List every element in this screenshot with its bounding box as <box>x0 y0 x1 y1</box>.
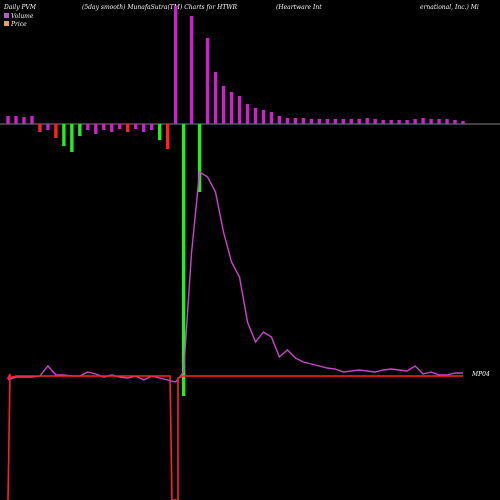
legend-volume-swatch <box>4 13 9 18</box>
volume-bar <box>197 124 202 192</box>
volume-bar <box>14 116 18 124</box>
volume-bar <box>413 119 417 124</box>
volume-bar <box>221 86 226 124</box>
volume-bar <box>341 119 345 124</box>
volume-bar <box>373 119 377 124</box>
volume-bar <box>317 119 322 124</box>
legend-price-label: Price <box>10 21 27 28</box>
volume-bar <box>333 119 337 124</box>
volume-bar <box>397 120 401 124</box>
volume-bar <box>94 124 98 134</box>
volume-bar <box>30 116 34 124</box>
volume-bar <box>213 72 218 124</box>
legend-volume-label: Volume <box>11 13 34 20</box>
volume-bar <box>189 16 194 124</box>
volume-bar <box>157 124 162 140</box>
header-title: (5day smooth) MunafaSutra(TM) Charts for… <box>82 4 238 11</box>
price-label: MP04 <box>471 371 490 378</box>
volume-bar <box>245 104 250 124</box>
volume-bar <box>309 119 314 124</box>
volume-bar <box>110 124 114 132</box>
volume-bar <box>134 124 138 129</box>
volume-bar <box>437 119 441 124</box>
volume-bar <box>38 124 42 132</box>
volume-bar <box>261 110 266 124</box>
volume-bar <box>62 124 66 146</box>
header-left: Daily PVM <box>3 4 37 11</box>
volume-bar <box>229 92 234 124</box>
volume-bar <box>365 118 369 124</box>
volume-bar <box>277 116 282 124</box>
header-company-start: (Heartware Int <box>276 4 322 11</box>
volume-bar <box>429 119 433 124</box>
volume-bar <box>149 124 154 130</box>
volume-bar <box>6 116 10 124</box>
volume-bar <box>205 38 210 124</box>
volume-bar <box>301 118 306 124</box>
volume-bar <box>118 124 122 129</box>
volume-bar <box>173 6 178 124</box>
volume-bar <box>293 118 298 124</box>
volume-bar <box>421 118 425 124</box>
volume-bar <box>325 119 329 124</box>
volume-bar <box>102 124 106 130</box>
volume-bar <box>445 119 449 124</box>
volume-bar <box>349 119 353 124</box>
volume-bar <box>237 96 242 124</box>
volume-bar <box>181 124 186 396</box>
volume-bar <box>381 120 385 124</box>
volume-bar <box>70 124 74 152</box>
volume-bar <box>269 112 274 124</box>
volume-bars <box>6 6 465 396</box>
volume-bar <box>453 120 457 124</box>
header-company-end: ernational, Inc.) Mi <box>420 4 479 11</box>
volume-bar <box>54 124 58 138</box>
volume-bar <box>46 124 50 130</box>
volume-bar <box>86 124 90 130</box>
volume-bar <box>165 124 170 149</box>
volume-bar <box>22 117 26 124</box>
volume-bar <box>126 124 130 132</box>
legend-price-swatch <box>4 21 9 26</box>
volume-bar <box>285 118 290 124</box>
pvm-line <box>7 170 463 383</box>
volume-bar <box>461 121 465 124</box>
volume-bar <box>253 108 258 124</box>
volume-bar <box>78 124 82 136</box>
volume-bar <box>142 124 146 132</box>
volume-bar <box>389 120 393 124</box>
volume-bar <box>405 120 409 124</box>
price-line <box>6 373 463 500</box>
volume-bar <box>357 119 361 124</box>
